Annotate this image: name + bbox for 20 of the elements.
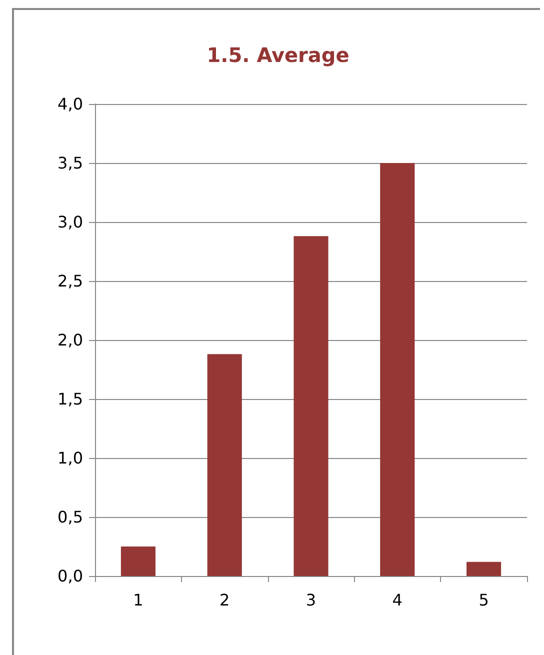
x-tick-label: 4 — [392, 590, 402, 610]
y-tick-label: 4,0 — [58, 94, 83, 114]
y-tick-label: 2,5 — [58, 272, 83, 290]
y-tick-label: 1,0 — [58, 448, 83, 468]
bar — [380, 163, 415, 576]
bar — [466, 562, 502, 576]
y-tick-label: 0,0 — [58, 566, 83, 586]
x-tick-label: 5 — [478, 590, 489, 610]
bar — [207, 354, 242, 576]
bar — [294, 236, 328, 576]
y-tick-label: 3,0 — [58, 212, 83, 232]
bar — [120, 546, 156, 576]
chart-title: 1.5. Average — [206, 43, 350, 67]
y-tick-label: 1,5 — [58, 390, 83, 408]
y-tick-label: 3,5 — [58, 154, 83, 172]
y-tick-label: 2,0 — [58, 330, 83, 350]
x-tick-label: 2 — [220, 590, 230, 610]
x-tick-label: 3 — [306, 590, 316, 610]
y-tick-label: 0,5 — [58, 508, 83, 526]
x-tick-label: 1 — [133, 590, 144, 610]
